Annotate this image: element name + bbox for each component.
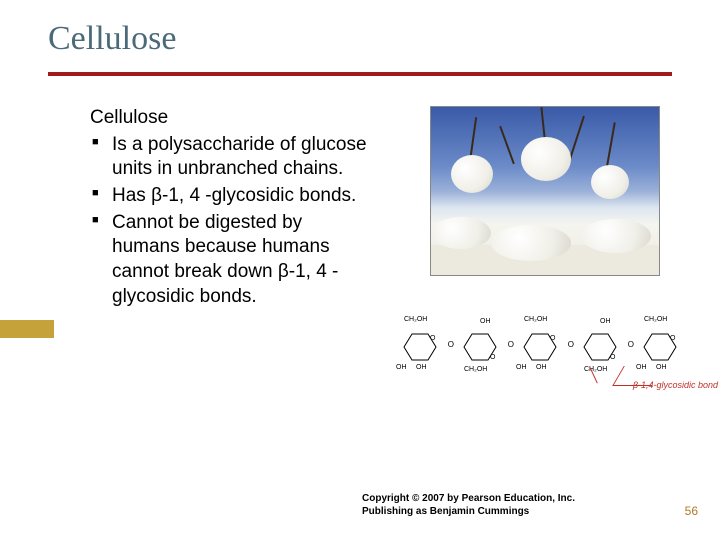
svg-text:O: O xyxy=(490,352,496,359)
svg-text:O: O xyxy=(610,352,616,359)
oh-label: OH xyxy=(396,364,407,371)
ch2oh-label: CH₂OH xyxy=(584,366,607,373)
list-item: Is a polysaccharide of glucose units in … xyxy=(90,133,370,182)
ch2oh-label: CH₂OH xyxy=(404,316,427,323)
ch2oh-label: CH₂OH xyxy=(644,316,667,323)
ch2oh-label: CH₂OH xyxy=(524,316,547,323)
svg-text:O: O xyxy=(430,335,436,342)
svg-text:O: O xyxy=(670,335,676,342)
accent-bar xyxy=(0,320,54,338)
bullet-list: Is a polysaccharide of glucose units in … xyxy=(90,133,370,310)
text-column: Cellulose Is a polysaccharide of glucose… xyxy=(90,106,370,414)
cotton-photo xyxy=(430,106,660,276)
publisher-line: Publishing as Benjamin Cummings xyxy=(362,505,575,518)
list-item: Has β-1, 4 -glycosidic bonds. xyxy=(90,184,370,209)
oh-label: OH xyxy=(536,364,547,371)
oh-label: OH xyxy=(516,364,527,371)
cellulose-structure-diagram: O CH₂OH OH OH O O CH₂OH OH O O CH₂OH OH … xyxy=(390,294,700,414)
oh-label: OH xyxy=(480,318,491,325)
copyright-line: Copyright © 2007 by Pearson Education, I… xyxy=(362,492,575,505)
page-number: 56 xyxy=(685,504,698,518)
copyright-footer: Copyright © 2007 by Pearson Education, I… xyxy=(362,492,575,518)
svg-text:O: O xyxy=(550,335,556,342)
oh-label: OH xyxy=(416,364,427,371)
oh-label: OH xyxy=(600,318,611,325)
ch2oh-label: CH₂OH xyxy=(464,366,487,373)
bond-label: β-1,4-glycosidic bond xyxy=(633,380,718,390)
subheading: Cellulose xyxy=(90,106,370,131)
list-item: Cannot be digested by humans because hum… xyxy=(90,211,370,310)
slide-title: Cellulose xyxy=(48,20,720,58)
